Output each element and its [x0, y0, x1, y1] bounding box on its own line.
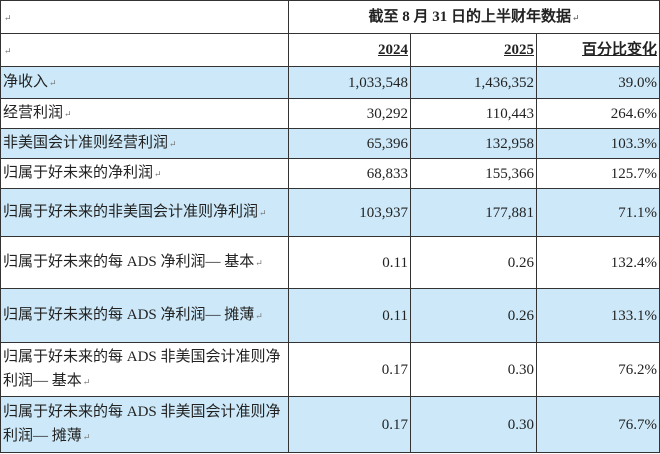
paragraph-mark-icon: ↵	[82, 377, 91, 387]
header-row-years: ↵ 2024 2025 百分比变化	[0, 33, 660, 67]
value-2025: 0.26	[410, 288, 537, 343]
value-change: 264.6%	[535, 98, 660, 129]
value-2024: 68,833	[288, 158, 411, 189]
value-2025: 132,958	[410, 128, 537, 159]
empty-header-cell: ↵	[0, 0, 289, 34]
table-row: 归属于好未来的净利润↵ 68,833 155,366 125.7%	[0, 158, 660, 189]
row-label-text: 归属于好未来的非美国会计准则净利润	[3, 204, 259, 220]
value-2025: 1,436,352	[410, 66, 537, 99]
value-2024: 103,937	[288, 188, 411, 237]
value-2024: 0.11	[288, 236, 411, 289]
paragraph-mark-icon: ↵	[82, 432, 91, 442]
column-header-change: 百分比变化	[535, 33, 660, 67]
value-2025: 0.30	[410, 342, 537, 397]
row-label: 归属于好未来的每 ADS 非美国会计准则净利润— 基本↵	[0, 342, 289, 397]
value-2025: 0.30	[410, 396, 537, 453]
row-label-text: 归属于好未来的净利润	[3, 165, 154, 181]
value-change: 125.7%	[535, 158, 660, 189]
column-header-2024: 2024	[288, 33, 411, 67]
table-row: 非美国会计准则经营利润↵ 65,396 132,958 103.3%	[0, 128, 660, 159]
table-row: 归属于好未来的每 ADS 净利润— 基本↵ 0.11 0.26 132.4%	[0, 236, 660, 289]
value-2024: 0.17	[288, 396, 411, 453]
row-label: 净收入↵	[0, 66, 289, 99]
paragraph-mark-icon: ↵	[571, 12, 580, 23]
value-2025: 110,443	[410, 98, 537, 129]
row-label: 归属于好未来的净利润↵	[0, 158, 289, 189]
table-row: 经营利润↵ 30,292 110,443 264.6%	[0, 98, 660, 129]
empty-header-cell: ↵	[0, 33, 289, 67]
paragraph-mark-icon: ↵	[255, 311, 263, 321]
paragraph-mark-icon: ↵	[4, 45, 12, 56]
paragraph-mark-icon: ↵	[169, 139, 177, 149]
row-label-text: 经营利润	[3, 105, 64, 121]
value-change: 39.0%	[535, 66, 660, 99]
paragraph-mark-icon: ↵	[49, 78, 57, 88]
paragraph-mark-icon: ↵	[154, 169, 162, 179]
row-label-text: 归属于好未来的每 ADS 非美国会计准则净利润— 基本	[3, 349, 281, 389]
paragraph-mark-icon: ↵	[64, 109, 72, 119]
period-header-text: 截至 8 月 31 日的上半财年数据	[368, 8, 571, 25]
table-row: 归属于好未来的每 ADS 净利润— 摊薄↵ 0.11 0.26 133.1%	[0, 288, 660, 343]
row-label-text: 归属于好未来的每 ADS 非美国会计准则净利润— 摊薄	[3, 404, 281, 444]
row-label: 归属于好未来的每 ADS 净利润— 基本↵	[0, 236, 289, 289]
table-row: 净收入↵ 1,033,548 1,436,352 39.0%	[0, 66, 660, 99]
row-label: 经营利润↵	[0, 98, 289, 129]
value-2024: 30,292	[288, 98, 411, 129]
value-change: 132.4%	[535, 236, 660, 289]
value-change: 133.1%	[535, 288, 660, 343]
value-change: 76.7%	[535, 396, 660, 453]
value-2025: 155,366	[410, 158, 537, 189]
row-label-text: 净收入	[3, 74, 49, 90]
value-2024: 1,033,548	[288, 66, 411, 99]
period-header: 截至 8 月 31 日的上半财年数据↵	[287, 0, 660, 34]
value-change: 103.3%	[535, 128, 660, 159]
column-header-2025: 2025	[410, 33, 537, 67]
value-2024: 0.17	[288, 342, 411, 397]
table-row: 归属于好未来的每 ADS 非美国会计准则净利润— 摊薄↵ 0.17 0.30 76.7…	[0, 396, 660, 453]
header-row-period: ↵ 截至 8 月 31 日的上半财年数据↵	[0, 0, 660, 34]
value-2025: 0.26	[410, 236, 537, 289]
table-row: 归属于好未来的非美国会计准则净利润↵ 103,937 177,881 71.1%	[0, 188, 660, 237]
value-2024: 65,396	[288, 128, 411, 159]
value-2025: 177,881	[410, 188, 537, 237]
value-change: 76.2%	[535, 342, 660, 397]
row-label: 归属于好未来的每 ADS 净利润— 摊薄↵	[0, 288, 289, 343]
row-label-text: 归属于好未来的每 ADS 净利润— 基本	[3, 254, 255, 270]
paragraph-mark-icon: ↵	[259, 208, 267, 218]
row-label-text: 归属于好未来的每 ADS 净利润— 摊薄	[3, 307, 255, 323]
row-label: 归属于好未来的每 ADS 非美国会计准则净利润— 摊薄↵	[0, 396, 289, 453]
value-change: 71.1%	[535, 188, 660, 237]
row-label-text: 非美国会计准则经营利润	[3, 135, 169, 151]
value-2024: 0.11	[288, 288, 411, 343]
table-row: 归属于好未来的每 ADS 非美国会计准则净利润— 基本↵ 0.17 0.30 76.2…	[0, 342, 660, 397]
paragraph-mark-icon: ↵	[255, 258, 263, 268]
paragraph-mark-icon: ↵	[4, 12, 12, 23]
row-label: 非美国会计准则经营利润↵	[0, 128, 289, 159]
row-label: 归属于好未来的非美国会计准则净利润↵	[0, 188, 289, 237]
